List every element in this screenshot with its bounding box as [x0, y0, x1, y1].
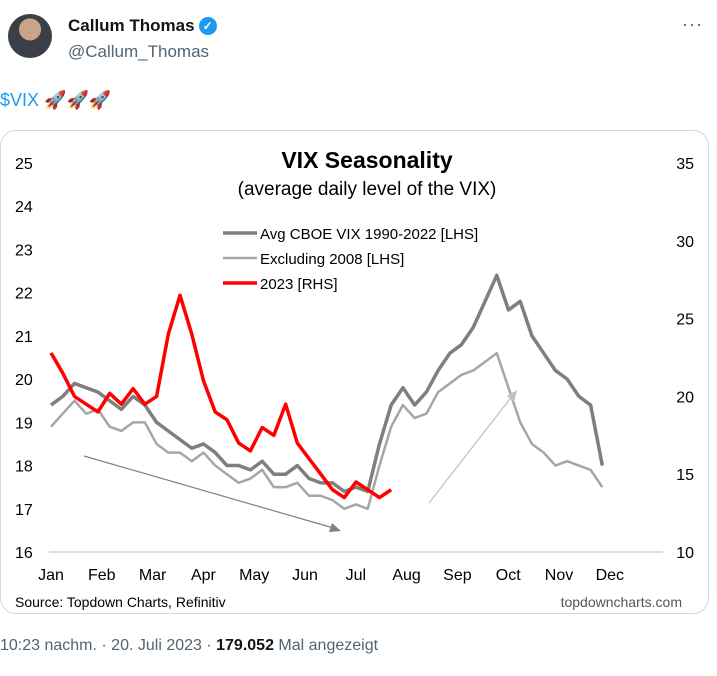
y-left-tick-label: 17 [15, 502, 33, 519]
vix-seasonality-chart: VIX Seasonality (average daily level of … [15, 147, 694, 610]
chart-watermark: topdowncharts.com [561, 594, 682, 610]
x-tick-label: Sep [443, 567, 472, 584]
x-tick-label: Jul [346, 567, 366, 584]
y-left-tick-label: 25 [15, 156, 33, 173]
tweet-meta: 10:23 nachm. · 20. Juli 2023 · 179.052 M… [0, 637, 379, 654]
y-left-tick-label: 20 [15, 372, 33, 389]
y-right-tick-label: 20 [676, 389, 694, 406]
x-tick-label: Jan [38, 567, 64, 584]
series-line-0 [49, 273, 605, 494]
y-left-tick-label: 22 [15, 286, 33, 303]
cashtag-link[interactable]: $VIX [0, 90, 40, 110]
x-tick-label: Oct [496, 567, 521, 584]
x-tick-label: Mar [139, 567, 167, 584]
downtrend-arrowhead-icon [329, 523, 341, 532]
y-left-tick-label: 21 [15, 329, 33, 346]
chart-source: Source: Topdown Charts, Refinitiv [15, 594, 226, 610]
more-options-icon[interactable]: ··· [682, 14, 703, 34]
legend-label: 2023 [RHS] [260, 276, 338, 293]
x-tick-label: Aug [392, 567, 420, 584]
legend-label: Excluding 2008 [LHS] [260, 251, 404, 268]
y-right-tick-label: 15 [676, 467, 694, 484]
y-right-tick-label: 10 [676, 545, 694, 562]
uptrend-arrow [428, 394, 514, 504]
y-right-tick-label: 30 [676, 234, 694, 251]
avatar[interactable] [8, 14, 52, 58]
x-tick-label: Dec [596, 567, 624, 584]
x-tick-label: Apr [191, 567, 217, 584]
rocket-emoji: 🚀🚀🚀 [44, 90, 112, 110]
series-line-1 [50, 351, 604, 511]
x-tick-label: Jun [292, 567, 318, 584]
tweet-text: $VIX 🚀🚀🚀 [0, 90, 111, 111]
view-count: 179.052 [216, 637, 274, 654]
y-right-tick-label: 25 [676, 312, 694, 329]
y-left-tick-label: 19 [15, 415, 33, 432]
x-tick-label: May [239, 567, 269, 584]
chart-image[interactable]: VIX Seasonality (average daily level of … [0, 130, 709, 614]
chart-subtitle: (average daily level of the VIX) [238, 179, 497, 200]
y-left-tick-label: 16 [15, 545, 33, 562]
views-label: Mal angezeigt [278, 637, 379, 654]
chart-title: VIX Seasonality [281, 147, 453, 173]
legend-label: Avg CBOE VIX 1990-2022 [LHS] [260, 226, 478, 243]
y-left-tick-label: 24 [15, 199, 33, 216]
series-line-2 [49, 293, 393, 500]
author-name[interactable]: Callum Thomas ✓ [68, 16, 217, 36]
verified-badge-icon: ✓ [198, 17, 217, 35]
author-handle[interactable]: @Callum_Thomas [68, 42, 210, 61]
uptrend-arrowhead-icon [507, 390, 517, 402]
tweet-date[interactable]: 20. Juli 2023 [111, 637, 202, 654]
y-left-tick-label: 18 [15, 459, 33, 476]
y-right-tick-label: 35 [676, 156, 694, 173]
downtrend-arrow [83, 455, 338, 530]
x-tick-label: Feb [88, 567, 116, 584]
y-left-tick-label: 23 [15, 242, 33, 259]
x-tick-label: Nov [545, 567, 573, 584]
tweet-time[interactable]: 10:23 nachm. [0, 637, 97, 654]
